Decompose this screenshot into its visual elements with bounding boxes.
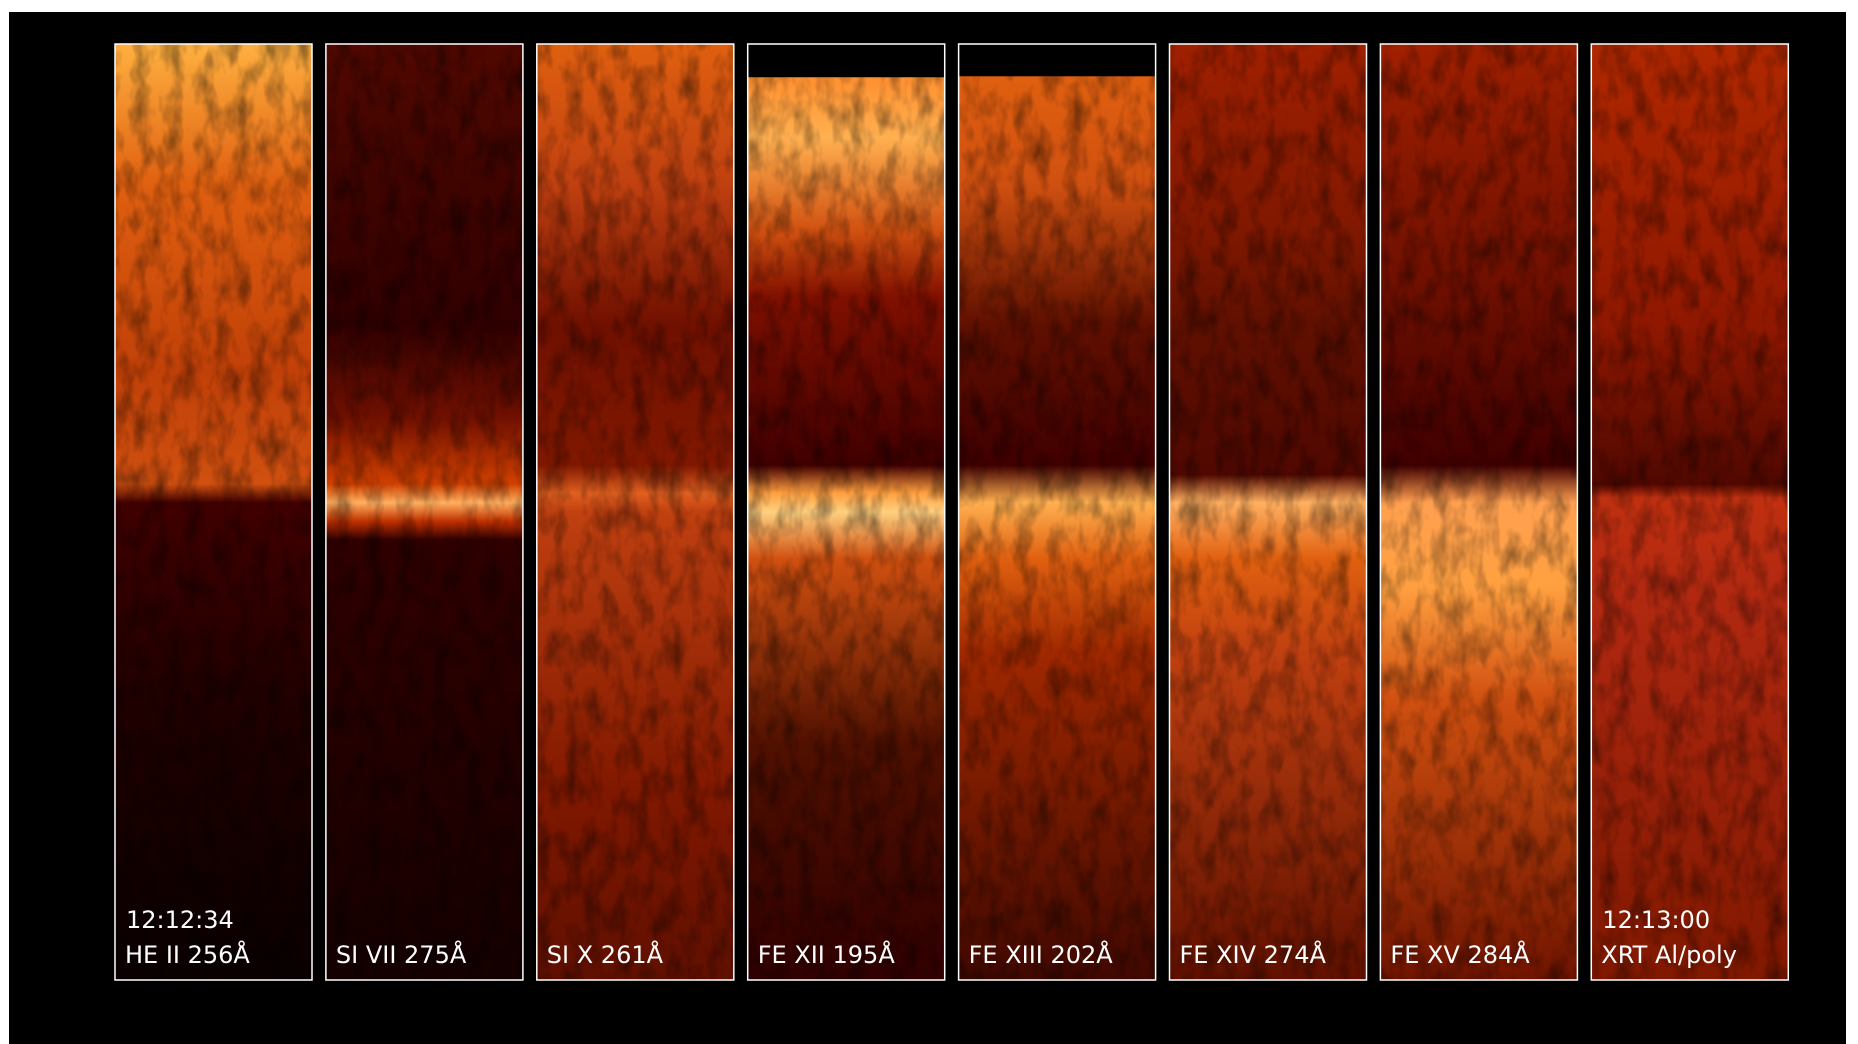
panel-texture bbox=[326, 44, 523, 980]
panel-texture bbox=[748, 44, 945, 980]
panel-texture bbox=[1170, 44, 1367, 980]
panel-label: FE XV 284Å bbox=[1390, 940, 1530, 969]
panel-time: 12:13:00 bbox=[1602, 906, 1710, 934]
figure: 12:12:34 HE II 256Å SI VII 275Å SI X 261Å FE… bbox=[0, 0, 1858, 1044]
panel-texture bbox=[959, 44, 1156, 980]
panel-label: FE XIV 274Å bbox=[1180, 940, 1327, 969]
page: 12:12:34 HE II 256Å SI VII 275Å SI X 261Å FE… bbox=[0, 0, 1858, 1044]
panel-texture bbox=[115, 44, 312, 980]
panel-label: SI VII 275Å bbox=[336, 940, 467, 969]
panel-label: XRT Al/poly bbox=[1601, 941, 1737, 969]
panel-label: FE XIII 202Å bbox=[969, 940, 1114, 969]
panel-texture bbox=[1591, 44, 1788, 980]
panel-time: 12:12:34 bbox=[126, 906, 234, 934]
panel-label: HE II 256Å bbox=[125, 940, 250, 969]
panel-texture bbox=[1380, 44, 1577, 980]
panel-label: FE XII 195Å bbox=[758, 940, 896, 969]
panel-label: SI X 261Å bbox=[547, 940, 664, 969]
panel-texture bbox=[537, 44, 734, 980]
